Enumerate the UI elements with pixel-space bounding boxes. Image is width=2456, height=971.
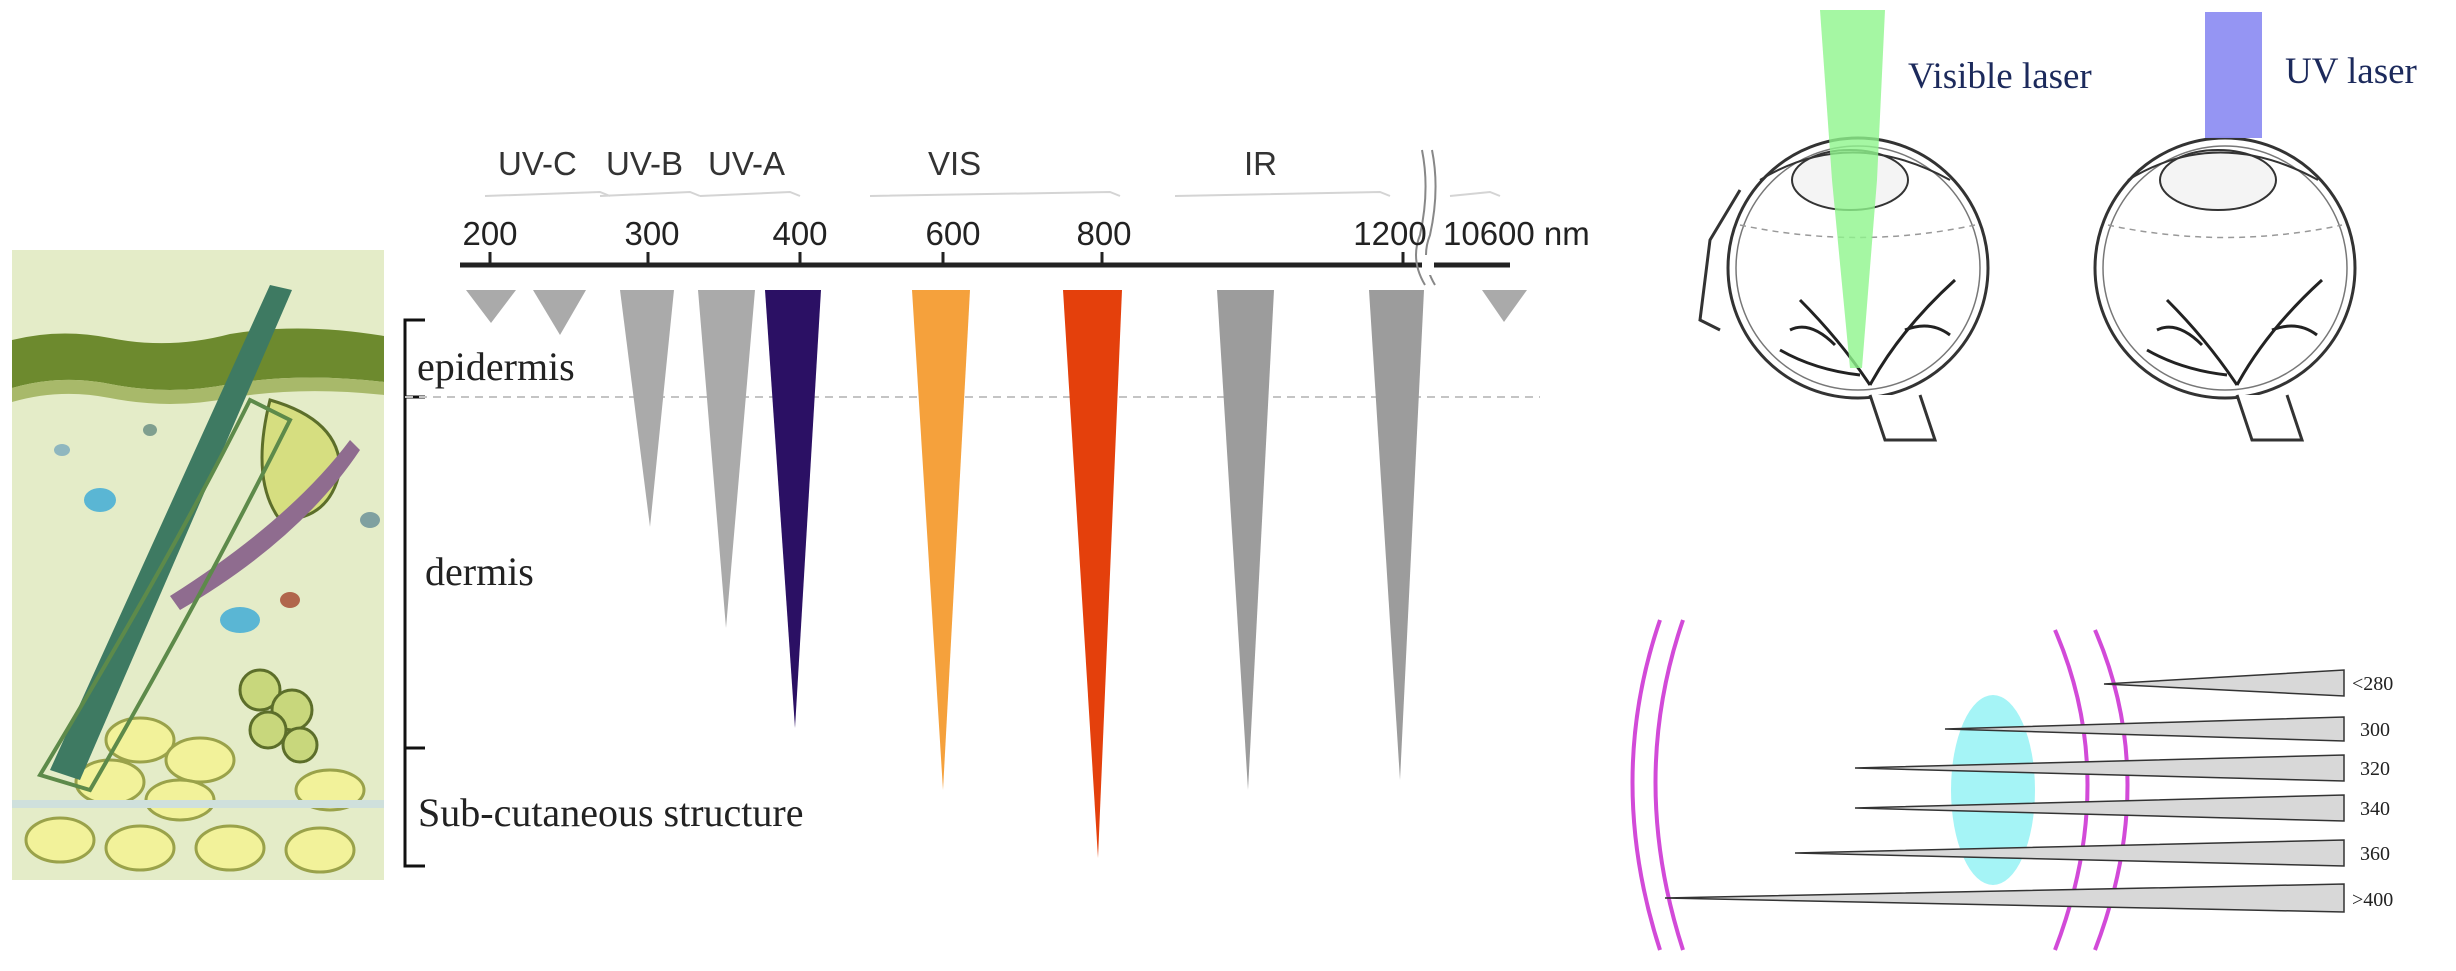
band-label-vis: VIS xyxy=(928,145,981,182)
absorption-label: 300 xyxy=(2360,719,2390,741)
cornea-arc-outer xyxy=(1630,619,1662,951)
epidermis-layer xyxy=(12,328,384,390)
band-label-ir: IR xyxy=(1244,145,1277,182)
band-range-arrows xyxy=(484,190,1501,197)
band-labels: UV-C UV-B UV-A VIS IR xyxy=(498,145,1277,182)
skin-illustration xyxy=(12,250,384,880)
wedge-co2 xyxy=(1482,290,1527,322)
cornea xyxy=(2127,151,2319,181)
visible-laser-beam xyxy=(1820,10,1885,368)
tick-label: 300 xyxy=(624,215,679,252)
retinal-vessels xyxy=(2146,278,2324,386)
wedge-uva xyxy=(765,290,821,728)
layer-bracket xyxy=(403,318,425,868)
layer-label-subcutaneous: Sub-cutaneous structure xyxy=(418,790,803,835)
lens-absorption-diagram: <280 300 320 340 360 >400 xyxy=(1630,619,2393,951)
uv-laser-beam xyxy=(2205,12,2262,138)
wedge-400 xyxy=(1664,883,2345,913)
wedge-uvc-2 xyxy=(533,290,586,335)
sweat-gland xyxy=(238,668,319,764)
blood-vessel xyxy=(84,488,116,512)
eye-diagram-uv xyxy=(2093,12,2357,442)
axis-tick-labels: 200 300 400 600 800 1200 xyxy=(462,215,1426,252)
wedge-uvc-1 xyxy=(466,290,516,323)
wedge-ir-1 xyxy=(1217,290,1274,790)
wedge-uvb-2 xyxy=(698,290,755,628)
absorption-wedges xyxy=(1664,669,2345,913)
penetration-wedges xyxy=(466,290,1527,858)
lens xyxy=(2159,149,2277,211)
absorption-label: 340 xyxy=(2360,798,2390,820)
wedge-280 xyxy=(2103,669,2345,697)
blood-vessel xyxy=(220,607,260,633)
layer-label-epidermis: epidermis xyxy=(417,344,575,389)
tick-label: 800 xyxy=(1076,215,1131,252)
wedge-320 xyxy=(1854,754,2345,782)
absorption-label: 360 xyxy=(2360,843,2390,865)
crystalline-lens xyxy=(1951,695,2035,885)
wedge-uvb-1 xyxy=(620,290,674,527)
absorption-labels: <280 300 320 340 360 >400 xyxy=(2352,673,2393,911)
wedge-vis xyxy=(912,290,970,790)
axis-ticks xyxy=(488,252,1405,265)
uv-laser-label: UV laser xyxy=(2285,51,2417,92)
wedge-red xyxy=(1063,290,1122,858)
absorption-label: 320 xyxy=(2360,758,2390,780)
wedge-340 xyxy=(1854,794,2345,822)
visible-laser-label: Visible laser xyxy=(1908,56,2092,97)
cornea-arc-inner xyxy=(1653,619,1685,951)
band-label-uva: UV-A xyxy=(708,145,785,182)
optic-nerve xyxy=(1868,394,1938,442)
absorption-label: >400 xyxy=(2352,889,2393,911)
wedge-300 xyxy=(1944,716,2345,742)
axis-end-label: 10600 nm xyxy=(1443,215,1590,252)
tick-label: 600 xyxy=(925,215,980,252)
optic-nerve xyxy=(2235,394,2305,442)
wedge-ir-2 xyxy=(1369,290,1424,780)
tick-label: 200 xyxy=(462,215,517,252)
band-label-uvb: UV-B xyxy=(606,145,683,182)
layer-label-dermis: dermis xyxy=(425,549,534,594)
arrector-muscle xyxy=(170,440,360,610)
tick-label: 1200 xyxy=(1353,215,1426,252)
tick-label: 400 xyxy=(772,215,827,252)
band-label-uvc: UV-C xyxy=(498,145,577,182)
eye-diagram-visible xyxy=(1698,10,1990,442)
absorption-label: <280 xyxy=(2352,673,2393,695)
retinal-vessels xyxy=(1779,278,1957,386)
wedge-360 xyxy=(1794,839,2345,867)
